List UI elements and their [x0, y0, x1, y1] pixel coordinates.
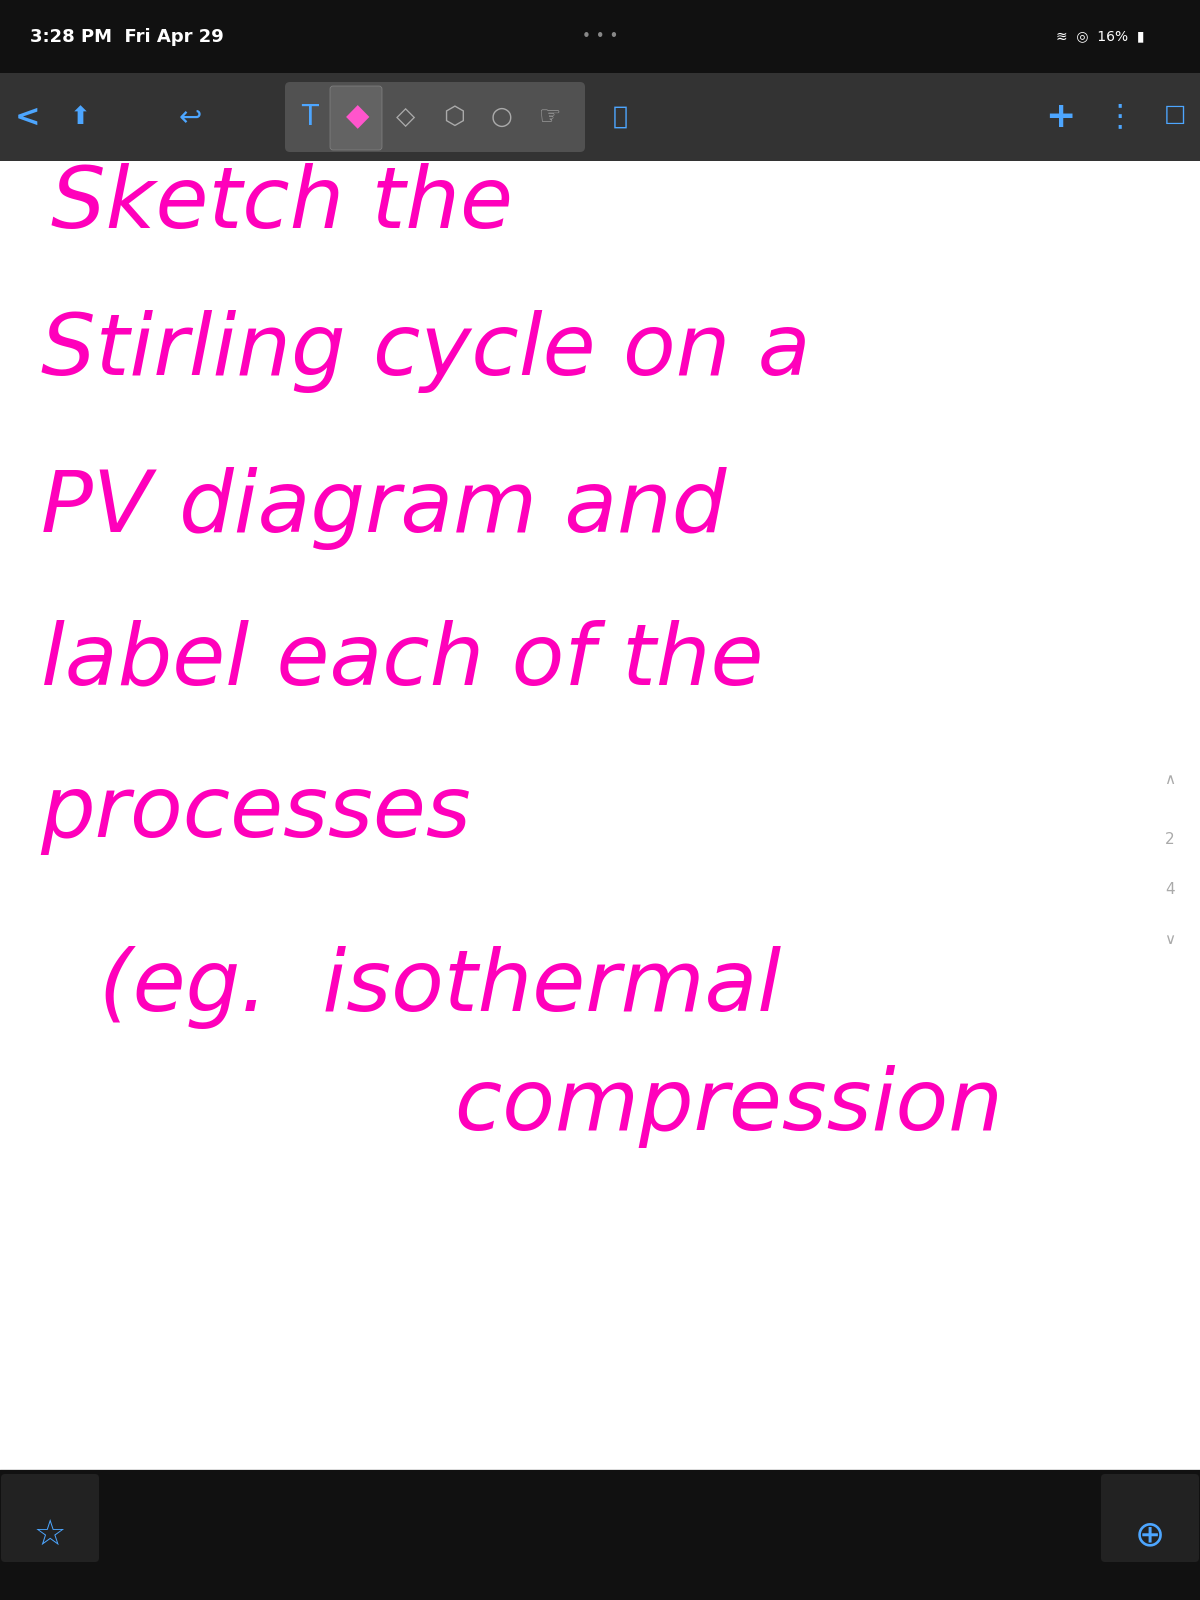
Text: ◆: ◆ [347, 102, 370, 131]
FancyBboxPatch shape [330, 86, 382, 150]
Text: ⬆: ⬆ [70, 106, 90, 130]
Text: ⬡: ⬡ [443, 106, 464, 130]
Text: ≋  ◎  16%  ▮: ≋ ◎ 16% ▮ [1056, 29, 1145, 43]
Text: 3:28 PM  Fri Apr 29: 3:28 PM Fri Apr 29 [30, 27, 223, 45]
Text: ⊕: ⊕ [1135, 1518, 1165, 1552]
Text: ◇: ◇ [396, 106, 415, 130]
Text: Stirling cycle on a: Stirling cycle on a [41, 310, 810, 392]
Bar [0, 0, 1200, 74]
Text: label each of the: label each of the [41, 619, 763, 702]
Text: ↩: ↩ [179, 102, 202, 131]
FancyBboxPatch shape [1102, 1474, 1199, 1562]
Bar [0, 162, 1200, 1470]
Text: 🎙: 🎙 [612, 106, 628, 130]
Text: ☐: ☐ [1164, 106, 1186, 130]
Text: 4: 4 [1165, 883, 1175, 898]
Text: <: < [16, 102, 41, 131]
Bar [0, 1470, 1200, 1600]
Text: processes: processes [41, 771, 472, 854]
Text: compression: compression [98, 1066, 1002, 1149]
Text: 2: 2 [1165, 832, 1175, 848]
Text: ☆: ☆ [34, 1518, 66, 1552]
FancyBboxPatch shape [1, 1474, 98, 1562]
Bar [0, 74, 1200, 162]
Text: ⋮: ⋮ [1105, 102, 1135, 131]
Text: • • •: • • • [582, 29, 618, 43]
Text: Sketch the: Sketch the [50, 163, 512, 246]
Text: ∨: ∨ [1164, 933, 1176, 947]
Text: PV diagram and: PV diagram and [41, 467, 726, 550]
FancyBboxPatch shape [286, 82, 586, 152]
Text: ∧: ∧ [1164, 773, 1176, 787]
Text: ☞: ☞ [539, 106, 562, 130]
Text: ○: ○ [491, 106, 512, 130]
Text: (eg.  isothermal: (eg. isothermal [98, 946, 781, 1029]
Text: T: T [301, 102, 318, 131]
Text: +: + [1045, 99, 1075, 134]
